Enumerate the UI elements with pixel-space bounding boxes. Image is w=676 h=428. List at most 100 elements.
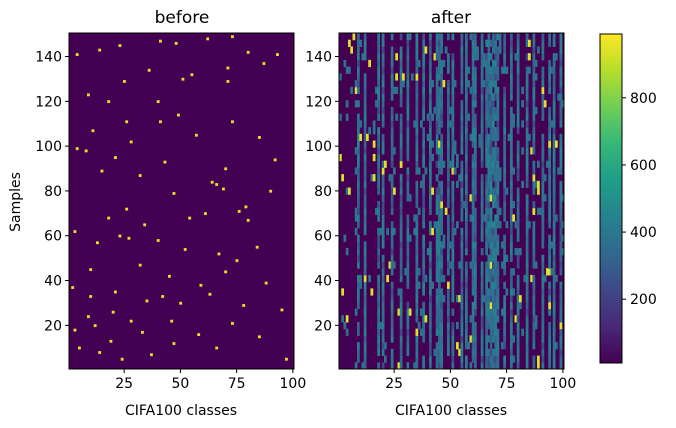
heatmap-cell [390,348,394,357]
heatmap-cell [381,321,385,330]
heatmap-cell [422,39,425,47]
heatmap-cell [393,187,396,195]
heatmap-cell [525,281,529,289]
heatmap-cell [451,33,455,41]
heatmap-cell [258,335,261,339]
heatmap-cell [525,180,529,189]
heatmap-cell [449,106,452,115]
heatmap-cell [381,281,385,289]
heatmap-cell [512,268,515,276]
heatmap-cell [559,180,563,189]
heatmap-cell [377,214,380,222]
heatmap-cell [447,234,450,242]
heatmap-cell [532,308,536,316]
heatmap-cell [541,241,545,249]
heatmap-cell [438,335,441,343]
heatmap-cell [496,113,500,121]
heatmap-cell [381,308,385,316]
heatmap-cell [559,33,563,41]
heatmap-cell [422,100,425,108]
heatmap-cell [435,355,439,363]
heatmap-cell [440,86,443,94]
heatmap-cell [487,153,491,162]
heatmap-cell [516,254,520,262]
heatmap-cell [465,153,468,162]
heatmap-cell [510,113,513,121]
heatmap-cell [415,127,419,135]
heatmap-cell [345,187,349,195]
heatmap-cell [492,227,495,236]
colorbar-tick-label: 400 [630,225,657,241]
heatmap-cell [474,194,477,202]
heatmap-cell [516,127,520,135]
heatmap-cell [496,100,500,108]
heatmap-cell [429,39,432,47]
heatmap-cell [532,86,536,94]
heatmap-cell [532,301,536,310]
heatmap-cell [415,133,419,142]
heatmap-cell [447,147,450,155]
heatmap-cell [496,308,500,316]
heatmap-cell [429,254,432,262]
heatmap-cell [406,127,410,135]
heatmap-cell [357,113,360,121]
heatmap-cell [460,180,464,189]
heatmap-cell [440,147,443,155]
heatmap-cell [438,315,441,323]
heatmap-cell [224,167,228,171]
heatmap-cell [534,73,538,81]
heatmap-cell [451,281,455,289]
heatmap-cell [532,133,536,142]
heatmap-cell [341,288,344,296]
heatmap-cell [357,207,360,215]
heatmap-cell [381,234,385,242]
heatmap-cell [381,362,385,370]
heatmap-cell [199,283,203,287]
heatmap-cell [503,335,506,343]
heatmap-cell [429,342,432,350]
heatmap-cell [363,335,367,343]
heatmap-cell [548,33,551,41]
heatmap-cell [237,209,241,213]
heatmap-cell [505,254,509,262]
heatmap-cell [510,268,513,276]
heatmap-cell [381,335,385,343]
heatmap-cell [377,66,380,74]
heatmap-cell [471,66,475,74]
heatmap-cell [438,281,441,289]
heatmap-cell [435,194,439,202]
heatmap-cell [399,59,403,68]
heatmap-cell [377,187,380,195]
heatmap-cell [503,180,506,189]
heatmap-cell [429,308,432,316]
heatmap-cell [480,207,484,215]
heatmap-cell [435,301,439,310]
heatmap-cell [429,80,432,88]
heatmap-cell [516,274,520,283]
heatmap-cell [514,221,518,229]
heatmap-cell [561,100,565,108]
heatmap-cell [510,167,513,175]
heatmap-cell [458,295,461,303]
heatmap-cell [451,66,455,74]
heatmap-cell [343,59,347,68]
heatmap-cell [480,221,484,229]
heatmap-cell [537,160,540,168]
heatmap-cell [474,308,477,316]
heatmap-cell [231,120,234,124]
heatmap-cell [471,59,475,68]
heatmap-cell [75,53,79,56]
heatmap-cell [363,46,367,54]
heatmap-cell [363,180,367,189]
heatmap-cell [451,335,455,343]
heatmap-cell [501,241,504,249]
heatmap-cell [435,39,439,47]
heatmap-cell [480,93,484,101]
heatmap-cell [465,261,468,269]
heatmap-cell [246,50,250,54]
heatmap-cell [559,140,563,148]
heatmap-cell [377,301,380,310]
heatmap-cell [442,234,446,242]
heatmap-cell [447,281,450,289]
